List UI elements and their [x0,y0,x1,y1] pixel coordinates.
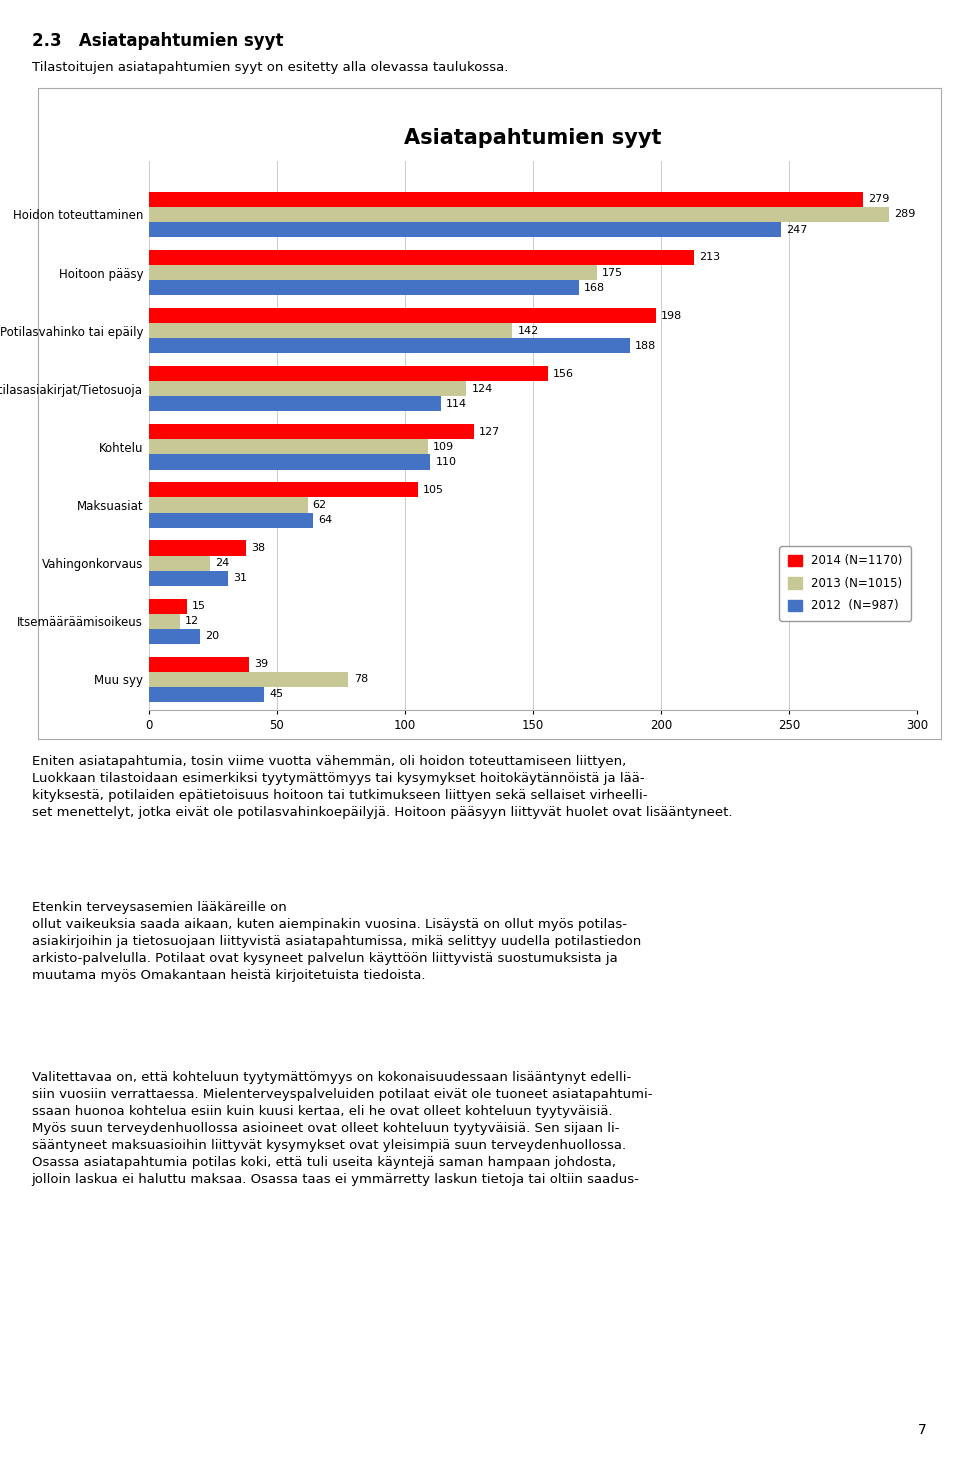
Bar [149,629,200,644]
Bar [149,512,313,528]
Text: 127: 127 [479,427,500,437]
Bar [149,309,656,323]
Text: 188: 188 [636,341,657,351]
Text: 114: 114 [445,399,467,408]
Bar [149,338,630,353]
Text: 20: 20 [205,632,219,641]
Bar [149,265,597,279]
Text: 24: 24 [215,557,229,568]
Bar [149,323,513,338]
Text: 109: 109 [433,442,454,452]
Text: 15: 15 [192,601,206,612]
Text: 39: 39 [253,660,268,669]
Text: 168: 168 [584,282,605,293]
Bar [149,192,863,206]
Bar [149,396,441,411]
Text: 78: 78 [353,674,368,685]
Text: 213: 213 [699,253,720,262]
Text: 156: 156 [553,369,574,379]
Text: 2.3   Asiatapahtumien syyt: 2.3 Asiatapahtumien syyt [32,32,283,50]
Bar [149,483,418,497]
Text: 45: 45 [269,689,283,699]
Text: Eniten asiatapahtumia, tosin viime vuotta vähemmän, oli hoidon toteuttamiseen li: Eniten asiatapahtumia, tosin viime vuott… [32,755,732,819]
Bar [149,366,548,382]
Text: 38: 38 [252,543,265,553]
Text: 279: 279 [868,195,890,205]
Text: 247: 247 [786,224,807,234]
Title: Asiatapahtumien syyt: Asiatapahtumien syyt [404,129,661,148]
Text: 12: 12 [184,616,199,626]
Bar [149,556,210,571]
Text: 31: 31 [233,573,248,584]
Bar [149,279,579,296]
Text: 105: 105 [422,484,444,494]
Bar [149,540,246,556]
Bar [149,598,187,613]
Text: 110: 110 [436,456,457,467]
Text: 289: 289 [894,209,915,219]
Text: 124: 124 [471,383,492,394]
Text: 198: 198 [660,310,682,320]
Text: 64: 64 [318,515,332,525]
Bar [149,571,228,585]
Text: Etenkin terveysasemien lääkäreille on
ollut vaikeuksia saada aikaan, kuten aiemp: Etenkin terveysasemien lääkäreille on ol… [32,901,641,982]
Text: 62: 62 [313,500,326,511]
Bar [149,382,467,396]
Legend: 2014 (N=1170), 2013 (N=1015), 2012  (N=987): 2014 (N=1170), 2013 (N=1015), 2012 (N=98… [780,546,911,620]
Bar [149,688,264,702]
Bar [149,657,249,672]
Bar [149,497,307,512]
Bar [149,439,428,455]
Bar [149,613,180,629]
Bar [149,424,474,439]
Text: 175: 175 [602,268,623,278]
Text: Valitettavaa on, että kohteluun tyytymättömyys on kokonaisuudessaan lisääntynyt : Valitettavaa on, että kohteluun tyytymät… [32,1071,652,1186]
Text: Tilastoitujen asiatapahtumien syyt on esitetty alla olevassa taulukossa.: Tilastoitujen asiatapahtumien syyt on es… [32,61,508,75]
Bar [149,222,781,237]
Bar [149,206,889,222]
Text: 7: 7 [918,1422,926,1437]
Bar [149,455,430,470]
Text: 142: 142 [517,326,539,335]
Bar [149,250,694,265]
Bar [149,672,348,688]
